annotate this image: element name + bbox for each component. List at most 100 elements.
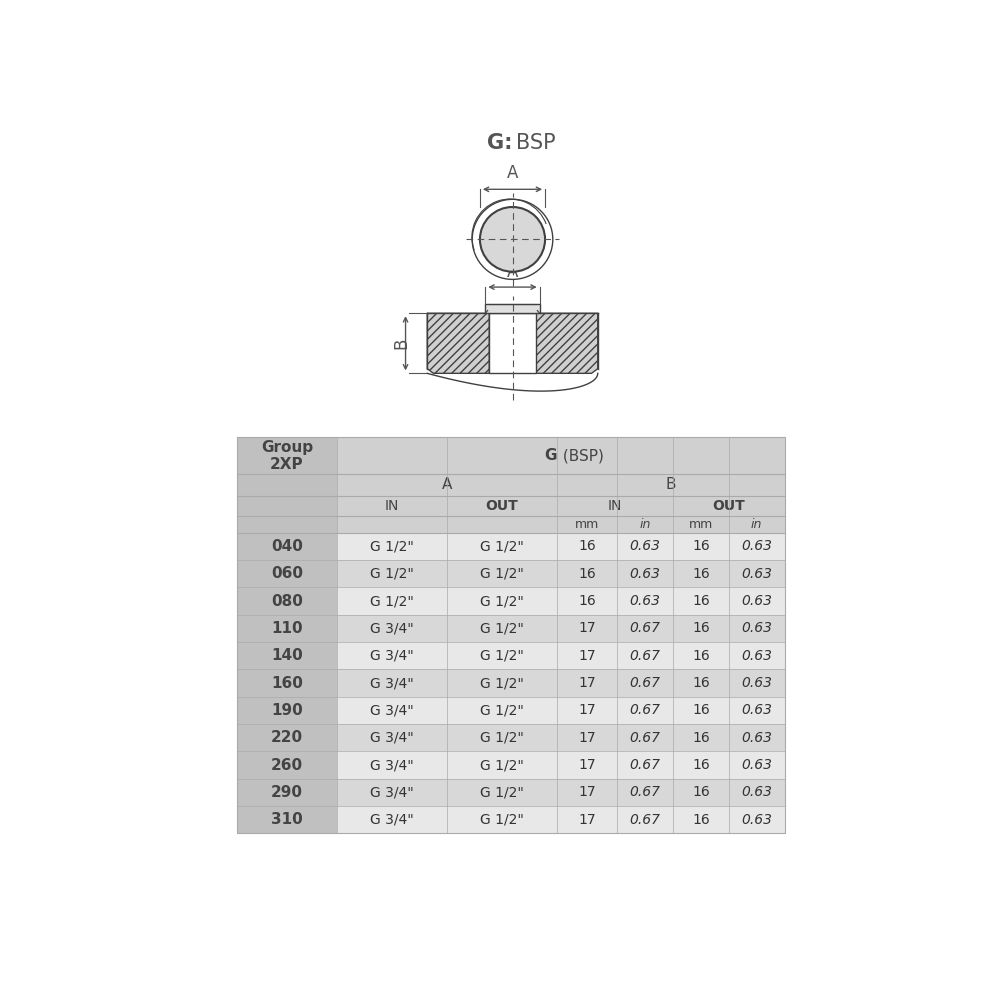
Text: G 3/4": G 3/4" [370, 731, 413, 745]
Text: 310: 310 [271, 812, 303, 827]
Text: G 1/2": G 1/2" [480, 594, 524, 608]
Text: 0.63: 0.63 [741, 758, 772, 772]
Text: G 3/4": G 3/4" [370, 621, 413, 635]
Text: A: A [507, 164, 518, 182]
Text: A: A [441, 477, 452, 492]
Bar [237, 474, 337, 496]
Text: G 1/2": G 1/2" [480, 539, 524, 553]
Text: 0.67: 0.67 [630, 758, 661, 772]
Bar [237, 437, 785, 833]
Text: 17: 17 [578, 649, 596, 663]
Text: 0.63: 0.63 [630, 567, 661, 581]
Bar [337, 642, 785, 669]
Text: 16: 16 [692, 539, 710, 553]
Text: OUT: OUT [485, 499, 518, 513]
Text: G 3/4": G 3/4" [370, 758, 413, 772]
Text: 140: 140 [271, 648, 303, 663]
Text: 16: 16 [692, 731, 710, 745]
Text: 110: 110 [271, 621, 303, 636]
Polygon shape [489, 313, 536, 373]
Text: 17: 17 [578, 813, 596, 827]
Text: 0.63: 0.63 [741, 621, 772, 635]
Bar [673, 496, 785, 516]
Text: 16: 16 [692, 813, 710, 827]
Ellipse shape [480, 207, 545, 272]
Bar [337, 697, 785, 724]
Text: 040: 040 [271, 539, 303, 554]
Text: OUT: OUT [712, 499, 745, 513]
Text: A: A [507, 263, 518, 281]
Bar [447, 496, 557, 516]
Text: B: B [392, 338, 410, 349]
Text: IN: IN [608, 499, 622, 513]
Text: 16: 16 [692, 594, 710, 608]
Bar [673, 516, 729, 533]
Bar [337, 560, 785, 587]
Text: 0.63: 0.63 [741, 676, 772, 690]
Polygon shape [427, 313, 489, 373]
Bar [447, 516, 557, 533]
Text: mm: mm [689, 518, 713, 531]
Bar [337, 516, 447, 533]
Text: G 1/2": G 1/2" [480, 621, 524, 635]
Text: 060: 060 [271, 566, 303, 581]
Bar [337, 437, 785, 474]
Text: 160: 160 [271, 676, 303, 691]
Text: 16: 16 [578, 567, 596, 581]
Text: 16: 16 [692, 703, 710, 717]
Text: 16: 16 [692, 567, 710, 581]
Bar [557, 474, 785, 496]
Bar [237, 669, 337, 697]
Text: Group
2XP: Group 2XP [261, 440, 313, 472]
Text: 220: 220 [271, 730, 303, 745]
Text: 0.63: 0.63 [741, 594, 772, 608]
Text: 0.67: 0.67 [630, 649, 661, 663]
Text: 0.63: 0.63 [741, 785, 772, 799]
Text: 0.67: 0.67 [630, 813, 661, 827]
Bar [237, 615, 337, 642]
Bar [337, 615, 785, 642]
Bar [237, 806, 337, 833]
Polygon shape [536, 313, 598, 373]
Text: mm: mm [575, 518, 599, 531]
Bar [337, 806, 785, 833]
Text: B: B [665, 477, 676, 492]
Text: 16: 16 [578, 594, 596, 608]
Text: 17: 17 [578, 621, 596, 635]
Text: 0.63: 0.63 [741, 813, 772, 827]
Text: 290: 290 [271, 785, 303, 800]
Text: 0.63: 0.63 [741, 703, 772, 717]
Text: G 3/4": G 3/4" [370, 785, 413, 799]
Text: 16: 16 [578, 539, 596, 553]
Text: 0.67: 0.67 [630, 676, 661, 690]
Text: 16: 16 [692, 649, 710, 663]
Bar [557, 496, 673, 516]
Text: G 3/4": G 3/4" [370, 703, 413, 717]
Text: G:: G: [487, 133, 512, 153]
Text: G 3/4": G 3/4" [370, 676, 413, 690]
Text: 17: 17 [578, 703, 596, 717]
Text: G 1/2": G 1/2" [480, 785, 524, 799]
Text: 0.67: 0.67 [630, 785, 661, 799]
Bar [337, 669, 785, 697]
Text: G 1/2": G 1/2" [480, 813, 524, 827]
Text: 260: 260 [271, 758, 303, 773]
Bar [237, 697, 337, 724]
Bar [237, 642, 337, 669]
Text: 0.63: 0.63 [741, 731, 772, 745]
Bar [337, 779, 785, 806]
Text: 16: 16 [692, 676, 710, 690]
Bar [237, 587, 337, 615]
Bar [237, 437, 337, 474]
Text: 080: 080 [271, 594, 303, 609]
Bar [337, 724, 785, 751]
Text: G 1/2": G 1/2" [370, 567, 414, 581]
Text: G 1/2": G 1/2" [480, 567, 524, 581]
Bar [237, 496, 337, 516]
Bar [617, 516, 673, 533]
Text: 16: 16 [692, 785, 710, 799]
Text: G: G [544, 448, 557, 463]
Text: G 1/2": G 1/2" [480, 649, 524, 663]
Bar [337, 587, 785, 615]
Text: BSP: BSP [516, 133, 556, 153]
